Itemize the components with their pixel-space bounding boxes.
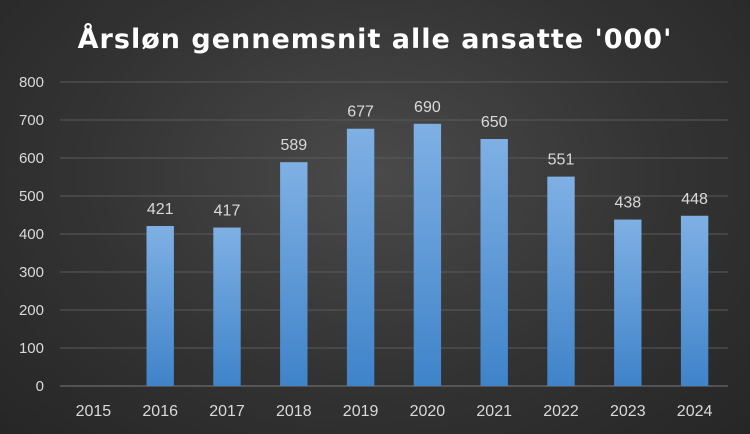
data-label-2021: 650: [481, 114, 508, 131]
bar-2020: [413, 123, 442, 387]
bar-2021: [480, 139, 508, 386]
x-axis-ticks: 2015 2016 2017 2018 2019 2020 2021 2022 2023 2024: [76, 403, 713, 420]
y-axis-ticks: 0 100 200 300 400 500 600 700 800: [19, 74, 44, 395]
bar-2018: [280, 162, 308, 386]
bars: [146, 123, 709, 387]
x-tick-label: 2022: [543, 403, 579, 420]
data-label-2019: 677: [347, 104, 374, 121]
x-tick-label: 2016: [142, 403, 178, 420]
bar-2024: [680, 215, 709, 386]
data-labels: 421 417 589 677 690 650 551 438 448: [147, 99, 708, 220]
y-tick-label: 100: [19, 340, 44, 357]
data-label-2024: 448: [681, 191, 708, 208]
bar-2023: [614, 219, 642, 386]
bar-2016: [146, 226, 174, 386]
bar-2019: [346, 128, 375, 387]
data-label-2023: 438: [614, 195, 641, 212]
chart-title: Årsløn gennemsnit alle ansatte '000': [78, 23, 673, 55]
data-label-2022: 551: [548, 152, 575, 169]
data-label-2020: 690: [414, 99, 441, 116]
x-tick-label: 2021: [476, 403, 512, 420]
y-tick-label: 800: [19, 74, 44, 91]
y-tick-label: 0: [36, 378, 44, 395]
x-tick-label: 2019: [343, 403, 379, 420]
bar-2017: [213, 227, 241, 386]
y-tick-label: 200: [19, 302, 44, 319]
y-tick-label: 500: [19, 188, 44, 205]
x-tick-label: 2018: [276, 403, 312, 420]
x-tick-label: 2015: [76, 403, 112, 420]
x-tick-label: 2020: [410, 403, 446, 420]
x-tick-label: 2024: [677, 403, 713, 420]
data-label-2018: 589: [280, 137, 307, 154]
bar-2022: [547, 176, 575, 386]
y-tick-label: 700: [19, 112, 44, 129]
x-tick-label: 2023: [610, 403, 646, 420]
data-label-2017: 417: [214, 203, 241, 220]
data-label-2016: 421: [147, 201, 174, 218]
x-tick-label: 2017: [209, 403, 245, 420]
y-tick-label: 400: [19, 226, 44, 243]
y-tick-label: 600: [19, 150, 44, 167]
y-tick-label: 300: [19, 264, 44, 281]
